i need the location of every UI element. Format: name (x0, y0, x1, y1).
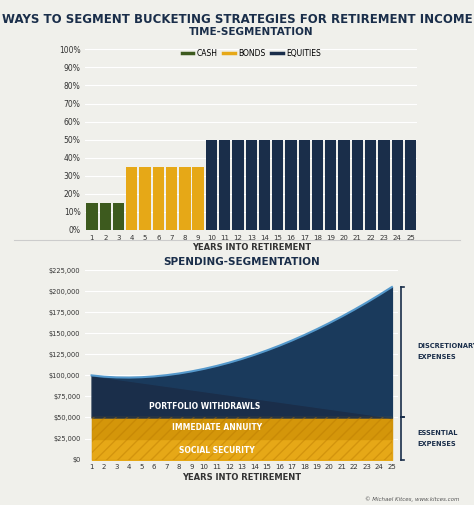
Bar (325, 139, 337, 230)
Title: SPENDING-SEGMENTATION: SPENDING-SEGMENTATION (164, 257, 320, 267)
Bar (338, 139, 350, 230)
Bar (259, 139, 270, 230)
Bar (192, 167, 204, 230)
Bar (126, 167, 137, 230)
Title: TIME-SEGMENTATION: TIME-SEGMENTATION (189, 27, 313, 37)
Bar (246, 139, 257, 230)
Bar (219, 139, 230, 230)
Bar (179, 167, 191, 230)
Bar (405, 139, 416, 230)
Bar (153, 167, 164, 230)
Bar (285, 139, 297, 230)
Text: WAYS TO SEGMENT BUCKETING STRATEGIES FOR RETIREMENT INCOME: WAYS TO SEGMENT BUCKETING STRATEGIES FOR… (2, 13, 472, 26)
Bar (392, 139, 403, 230)
Text: EXPENSES: EXPENSES (417, 440, 456, 446)
Bar (378, 139, 390, 230)
Bar (365, 139, 376, 230)
Bar (100, 203, 111, 230)
Text: DISCRETIONARY: DISCRETIONARY (417, 343, 474, 349)
Bar (86, 203, 98, 230)
Bar (206, 139, 217, 230)
Bar (299, 139, 310, 230)
Text: © Michael Kitces, www.kitces.com: © Michael Kitces, www.kitces.com (365, 497, 460, 502)
Bar (352, 139, 363, 230)
X-axis label: YEARS INTO RETIREMENT: YEARS INTO RETIREMENT (191, 243, 311, 252)
Legend: CASH, BONDS, EQUITIES: CASH, BONDS, EQUITIES (179, 46, 324, 61)
Bar (113, 203, 124, 230)
Text: SOCIAL SECURITY: SOCIAL SECURITY (179, 446, 255, 455)
Text: ESSENTIAL: ESSENTIAL (417, 430, 457, 436)
Bar (312, 139, 323, 230)
X-axis label: YEARS INTO RETIREMENT: YEARS INTO RETIREMENT (182, 473, 301, 482)
Bar (272, 139, 283, 230)
Bar (166, 167, 177, 230)
Text: IMMEDIATE ANNUITY: IMMEDIATE ANNUITY (172, 424, 262, 432)
Text: EXPENSES: EXPENSES (417, 355, 456, 360)
Bar (139, 167, 151, 230)
Bar (232, 139, 244, 230)
Text: PORTFOLIO WITHDRAWLS: PORTFOLIO WITHDRAWLS (148, 402, 260, 412)
